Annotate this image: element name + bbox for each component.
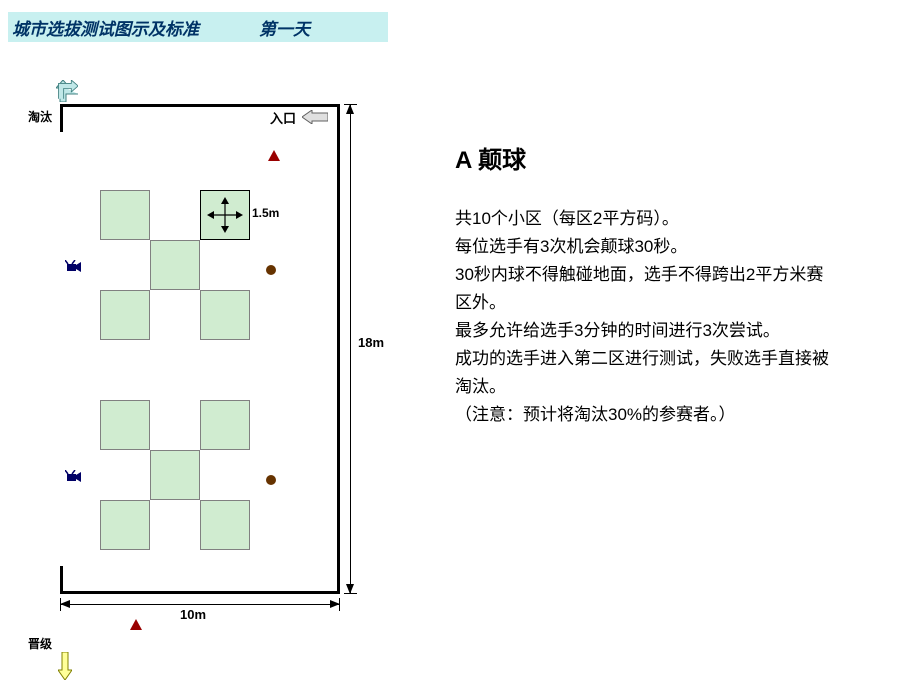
zone-square [200,400,250,450]
eliminate-arrow-icon [56,80,74,102]
description-heading: A 颠球 [455,140,835,175]
dim-vertical-label: 18m [358,335,384,350]
dim-vertical-line [350,104,351,594]
size-cross-arrows-icon [206,196,244,234]
zone-square [150,450,200,500]
dim-horizontal-arrow-right [330,600,340,608]
diagram: 淘汰 入口 18m 10m [20,80,390,680]
dim-horizontal-label: 10m [180,607,206,622]
zone-square [200,500,250,550]
dim-horizontal-arrow-left [60,600,70,608]
marker-dot-icon [266,475,276,485]
description-panel: A 颠球 共10个小区（每区2平方码）。每位选手有3次机会颠球30秒。30秒内球… [455,140,835,429]
title-bar: 城市选拔测试图示及标准 第一天 [8,12,388,42]
promote-label: 晋级 [28,635,52,652]
zone-square [100,500,150,550]
field-border-right [337,104,340,594]
marker-dot-icon [266,265,276,275]
dim-vertical-arrow-top [346,104,354,114]
marker-triangle-icon [268,150,280,161]
camera-icon [65,260,81,270]
size-indicator-box [200,190,250,240]
promote-arrow-icon [58,652,72,678]
title-main: 城市选拔测试图示及标准 [12,15,199,40]
field-border-bottom [60,591,340,594]
zone-square [100,190,150,240]
description-body: 共10个小区（每区2平方码）。每位选手有3次机会颠球30秒。30秒内球不得触碰地… [455,205,835,429]
field-border-left-bottom [60,566,63,594]
zone-square [200,290,250,340]
field-border-left-top [60,104,63,132]
camera-icon [65,470,81,480]
zone-square [100,290,150,340]
dim-vertical-arrow-bottom [346,584,354,594]
size-label: 1.5m [252,206,279,220]
field-border-top [60,104,340,107]
zone-square [100,400,150,450]
eliminate-label: 淘汰 [28,108,52,125]
zone-square [150,240,200,290]
title-day: 第一天 [259,15,310,40]
dim-horizontal-line [60,604,340,605]
marker-triangle-icon [130,619,142,630]
